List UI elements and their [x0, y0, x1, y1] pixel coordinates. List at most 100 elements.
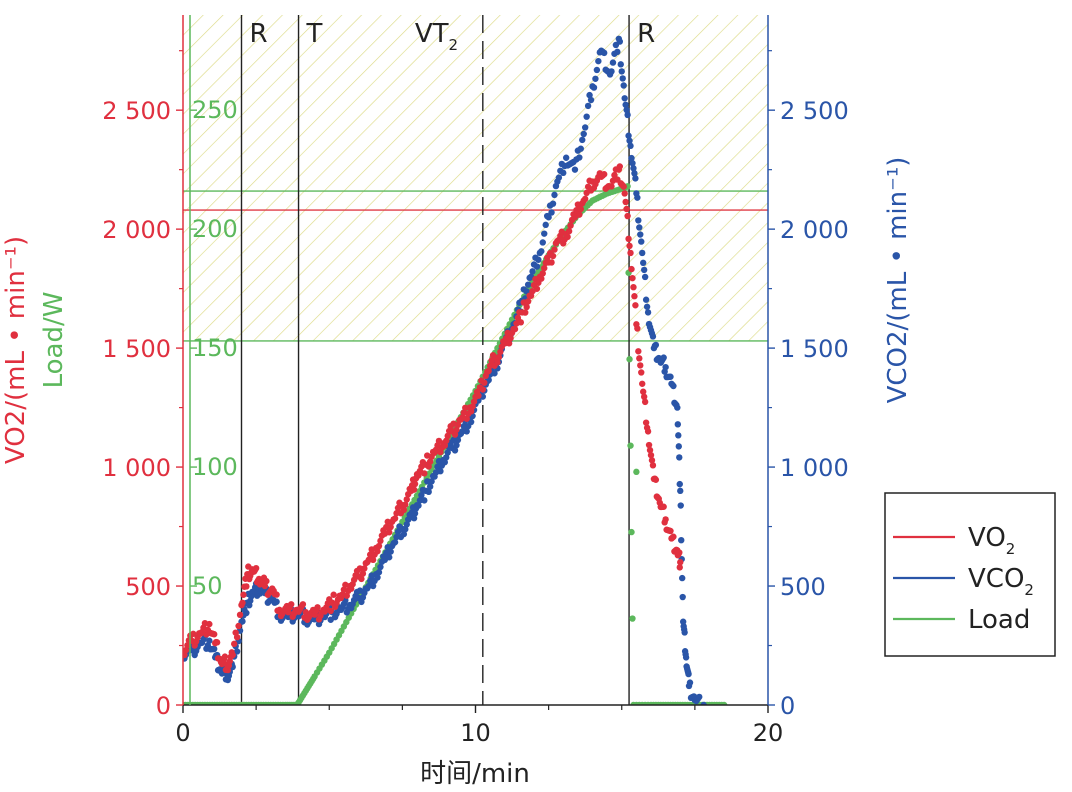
data-point	[451, 431, 459, 438]
data-point	[437, 467, 444, 475]
vco2-tick-label: 2 000	[780, 216, 849, 244]
data-point	[230, 640, 238, 648]
data-point	[628, 154, 635, 162]
data-point	[564, 233, 571, 241]
data-point	[330, 591, 337, 598]
data-point	[374, 548, 381, 555]
data-point	[416, 497, 424, 504]
data-point	[682, 654, 690, 661]
data-point	[636, 355, 643, 362]
data-point	[529, 268, 536, 275]
data-point	[626, 356, 633, 363]
data-point	[411, 480, 419, 488]
data-point	[686, 679, 694, 686]
data-point	[698, 707, 704, 713]
data-point	[239, 599, 246, 606]
data-point	[402, 526, 409, 533]
data-point	[629, 274, 636, 282]
data-point	[662, 516, 669, 523]
data-point	[206, 637, 213, 644]
x-axis-title: 时间/min	[420, 759, 530, 789]
data-point	[674, 404, 681, 411]
data-point	[670, 533, 677, 540]
vo2-tick-label: 500	[125, 573, 171, 601]
data-point	[629, 615, 636, 622]
data-point	[365, 582, 372, 590]
data-point	[239, 618, 246, 625]
data-point	[601, 171, 608, 178]
data-point	[494, 359, 501, 366]
data-point	[505, 340, 513, 347]
data-point	[667, 373, 674, 380]
data-point	[551, 191, 558, 199]
data-point	[620, 82, 627, 89]
data-point	[677, 487, 684, 495]
data-point	[631, 293, 638, 300]
data-point	[240, 591, 247, 598]
data-point	[541, 264, 548, 272]
data-point	[633, 468, 640, 476]
data-point	[624, 212, 631, 220]
data-point	[467, 418, 475, 426]
vo2-tick-label: 0	[156, 692, 171, 720]
data-point	[581, 124, 589, 131]
data-point	[565, 228, 573, 235]
vo2-tick-label: 1 500	[102, 335, 171, 363]
data-point	[393, 510, 400, 517]
data-point	[696, 693, 703, 701]
data-point	[627, 442, 634, 449]
data-point	[634, 325, 641, 332]
data-point	[361, 565, 368, 572]
data-point	[236, 611, 244, 619]
vco2-tick-label: 1 500	[780, 335, 849, 363]
data-point	[630, 283, 637, 291]
data-point	[616, 38, 623, 45]
phase-label: R	[637, 19, 655, 49]
data-point	[675, 443, 682, 450]
data-point	[459, 428, 466, 435]
data-point	[403, 496, 410, 503]
legend-label: Load	[968, 605, 1030, 635]
data-point	[560, 169, 567, 177]
data-point	[625, 132, 632, 139]
data-point	[548, 209, 555, 216]
data-point	[622, 198, 629, 206]
data-point	[391, 539, 399, 546]
data-point	[637, 362, 644, 369]
data-point	[562, 154, 570, 161]
data-point	[463, 415, 470, 422]
data-point	[533, 263, 541, 270]
legend-label: VCO2	[968, 564, 1034, 599]
data-point	[425, 463, 432, 470]
data-point	[288, 601, 295, 608]
series-vo2	[183, 163, 684, 674]
data-point	[541, 230, 548, 237]
data-point	[679, 574, 686, 582]
data-point	[421, 497, 428, 504]
data-point	[369, 556, 377, 564]
data-point	[647, 451, 655, 459]
data-point	[631, 170, 638, 177]
data-point	[454, 421, 462, 429]
data-point	[675, 432, 682, 439]
data-point	[567, 222, 574, 229]
data-point	[640, 266, 648, 274]
data-point	[660, 354, 667, 361]
load-tick-label: 100	[192, 453, 238, 481]
data-point	[463, 428, 470, 435]
data-point	[622, 101, 629, 108]
data-point	[626, 137, 633, 144]
data-point	[454, 436, 462, 444]
data-point	[243, 583, 250, 590]
data-point	[679, 593, 686, 601]
data-point	[221, 653, 229, 660]
data-point	[617, 61, 624, 68]
vco2-ticks: 0 500 1 000 1 500 2 000 2 500	[768, 50, 849, 720]
data-point	[619, 75, 626, 82]
data-point	[676, 549, 683, 556]
data-point	[384, 518, 391, 525]
load-tick-label: 300	[192, 0, 238, 5]
data-point	[428, 478, 435, 485]
vco2-tick-label: 0	[780, 692, 795, 720]
data-point	[627, 142, 634, 150]
